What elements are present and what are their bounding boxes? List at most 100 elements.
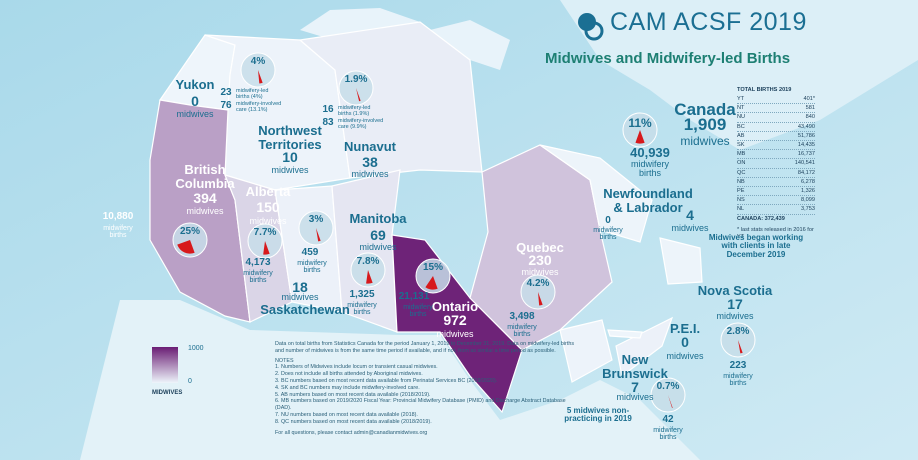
midwives-unit: midwives	[521, 267, 559, 277]
share-wedge	[366, 270, 373, 284]
note-item: 1. Numbers of Midwives include locum or …	[275, 364, 438, 371]
midwives-unit: midwives	[671, 223, 709, 233]
logo	[584, 21, 604, 41]
totals-row: NU 840	[737, 113, 815, 123]
births-count: 40,939	[630, 145, 670, 160]
share-label: 0.7%	[656, 381, 680, 392]
share-wedge	[668, 395, 673, 408]
midwives-count: 972	[443, 312, 467, 328]
totals-row: QC 84,172	[737, 169, 815, 178]
region-name: Saskatchewan	[260, 302, 350, 317]
births-unit: midwifery births	[403, 304, 433, 319]
midwives-unit: midwives	[176, 109, 214, 119]
totals-code: NT	[737, 105, 745, 112]
midwives-unit: midwives	[271, 165, 309, 175]
legend-bar	[152, 347, 178, 383]
midwives-unit: midwives	[281, 292, 319, 302]
births-unit: midwifery births	[630, 159, 669, 179]
totals-value: 401*	[803, 96, 815, 102]
midwives-count: 0	[681, 334, 689, 350]
notes-heading: NOTES	[275, 357, 294, 364]
births-unit: midwifery births	[103, 225, 133, 240]
region-note: Midwives began working with clients in l…	[708, 233, 804, 259]
midwives-count: 38	[362, 154, 378, 170]
midwives-unit: midwives	[436, 329, 474, 339]
care-count: 76	[220, 100, 232, 111]
births-unit: midwifery births	[347, 302, 377, 317]
note-item: 7. NU numbers based on most recent data …	[275, 411, 418, 418]
midwives-unit: midwives	[666, 351, 704, 361]
share-wedge	[316, 228, 321, 242]
totals-rows: YT 401* NT 581 NU 840 BC 43,490 AB 51,786 SK 14,435…	[737, 95, 815, 215]
province	[615, 316, 674, 378]
midwives-unit: midwives	[186, 206, 224, 216]
share-wedge	[258, 70, 263, 84]
totals-footnote: * last stats released in 2016 for YT	[737, 226, 814, 240]
share-label: 3%	[308, 214, 324, 225]
totals-code: MB	[737, 151, 746, 158]
share-label: 2.8%	[726, 326, 750, 337]
totals-row: ON 140,541	[737, 159, 815, 169]
midwives-count: 150	[256, 199, 280, 215]
province	[298, 21, 483, 179]
greenland	[560, 0, 918, 150]
totals-value: 16,737	[797, 151, 815, 158]
totals-row: NT 581	[737, 104, 815, 114]
totals-code: ON	[737, 160, 746, 167]
births-count: 23	[220, 87, 232, 98]
midwives-unit: midwives	[249, 216, 287, 226]
totals-code: PE	[737, 188, 745, 195]
note-item: 6. MB numbers based on 2019/2020 Fiscal …	[275, 398, 566, 412]
midwives-count: 10	[282, 149, 298, 165]
share-wedge	[635, 130, 645, 144]
births-count: 223	[729, 360, 747, 371]
note-item: 4. SK and BC numbers may include midwife…	[275, 384, 420, 391]
region-name: British Columbia	[175, 162, 235, 191]
region-name: Nunavut	[344, 139, 396, 154]
totals-value: 1,326	[801, 188, 815, 195]
midwives-count: 7	[631, 379, 639, 395]
midwives-unit: midwives	[680, 134, 730, 148]
region-name: P.E.I.	[669, 321, 701, 336]
totals-code: QC	[737, 169, 746, 176]
births-unit: midwifery births	[297, 260, 327, 275]
births-unit: midwifery births	[723, 373, 753, 388]
share-wedge	[177, 240, 195, 254]
region-name: Newfoundland & Labrador	[603, 186, 693, 215]
share-label: 7.7%	[253, 227, 277, 238]
births-count: 4,173	[245, 257, 271, 268]
births-count: 0	[605, 215, 611, 226]
totals-value: 51,786	[797, 132, 815, 139]
totals-title: TOTAL BIRTHS 2019	[737, 87, 792, 93]
care-unit: midwifery-involved care (9.9%)	[338, 118, 384, 130]
note-item: 8. QC numbers based on most recent data …	[275, 418, 432, 425]
title: CAM ACSF 2019	[610, 8, 807, 36]
totals-row: NB 6,278	[737, 178, 815, 188]
births-unit: midwifery births	[653, 427, 683, 442]
midwives-count: 4	[686, 207, 694, 223]
share-wedge	[263, 241, 270, 255]
totals-code: NS	[737, 197, 745, 204]
share-wedge	[738, 340, 743, 354]
region-name: Nova Scotia	[697, 283, 773, 298]
births-count: 10,880	[102, 211, 134, 222]
notes-intro: Data on total births from Statistics Can…	[275, 341, 575, 354]
note-item: 2. Does not include all births attended …	[275, 371, 423, 378]
births-count: 3,498	[509, 311, 535, 322]
totals-value: 840	[805, 114, 815, 121]
totals-value: 140,541	[794, 160, 815, 167]
totals-row: YT 401*	[737, 95, 815, 105]
midwives-count: 69	[370, 227, 386, 243]
care-count: 83	[322, 117, 334, 128]
region-note: 5 midwives non-practicing in 2019	[564, 406, 632, 424]
totals-row: NS 8,099	[737, 196, 815, 206]
legend-max: 1000	[188, 345, 204, 352]
midwives-unit: midwives	[716, 311, 754, 321]
totals-row: BC 43,490	[737, 123, 815, 132]
totals-code: BC	[737, 123, 745, 130]
midwives-count: 0	[191, 93, 199, 109]
share-label: 25%	[179, 226, 201, 237]
midwives-count: 18	[292, 279, 308, 295]
